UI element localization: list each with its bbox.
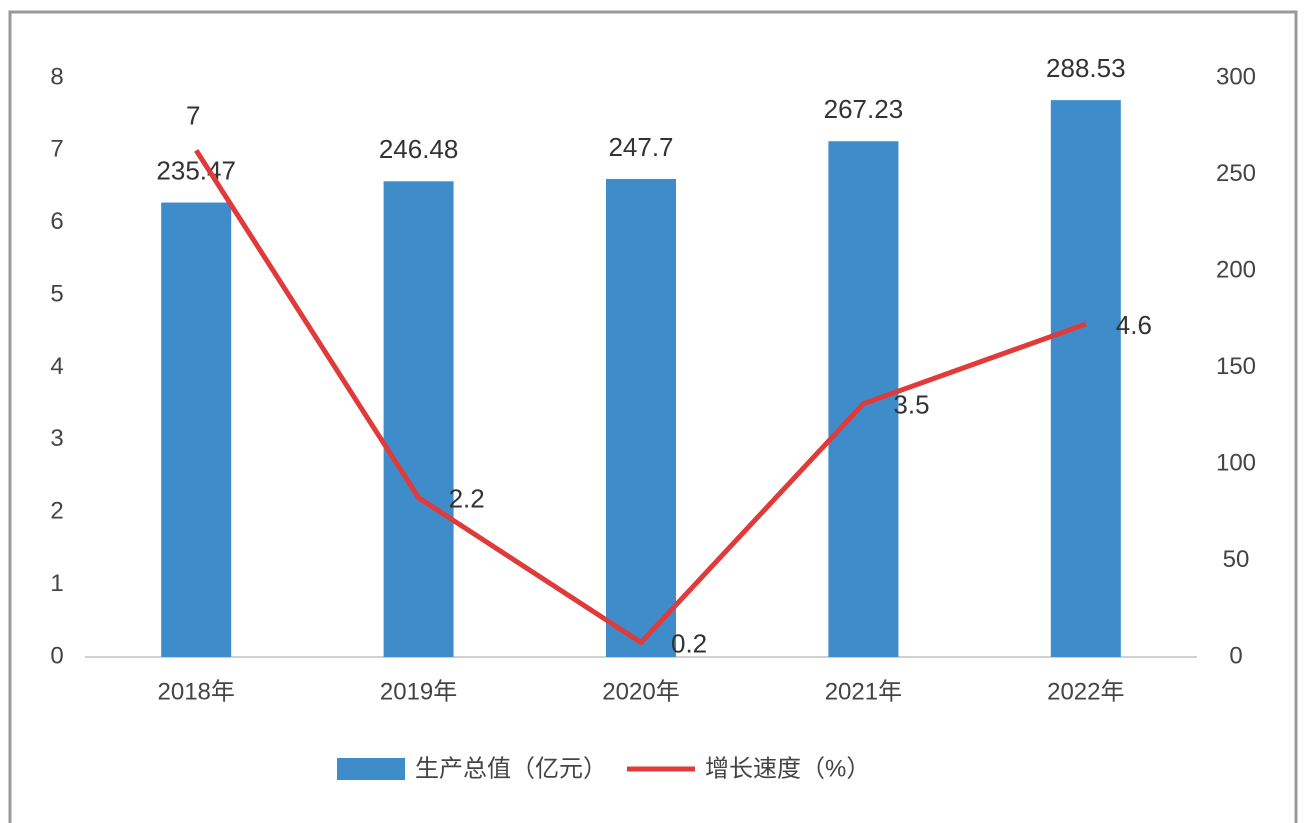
y2-tick-label: 50 [1223,546,1250,573]
y2-tick-label: 100 [1216,449,1256,476]
line-value-label: 2.2 [449,484,485,514]
bar-value-label: 267.23 [824,94,904,124]
bar-value-label: 288.53 [1046,53,1126,83]
legend: 生产总值（亿元） 增长速度（%） [337,755,870,782]
line-value-label: 3.5 [893,390,929,420]
y-tick-label: 7 [50,136,63,163]
line-value-label: 0.2 [671,628,707,658]
line-value-label: 7 [186,100,200,130]
x-tick-label: 2021年 [825,678,902,705]
y2-tick-label: 150 [1216,353,1256,380]
x-tick-label: 2022年 [1047,678,1124,705]
y-tick-label: 2 [50,498,63,525]
bar [383,181,454,658]
y-tick-label: 4 [50,353,63,380]
y-tick-label: 3 [50,425,63,452]
chart-frame [8,10,1298,823]
line [194,149,1087,646]
bar [161,202,232,657]
legend-swatch [337,758,405,780]
line-value-label: 4.6 [1116,310,1152,340]
bar-value-label: 247.7 [608,132,673,162]
y-tick-label: 0 [50,642,63,669]
legend-label: 生产总值（亿元） [415,755,607,782]
y-tick-label: 8 [50,63,63,90]
x-tick-label: 2020年 [602,678,679,705]
bar [828,141,899,657]
y-tick-label: 6 [50,208,63,235]
bar-value-label: 235.47 [156,155,236,185]
bar [1050,100,1121,658]
x-tick-label: 2019年 [380,678,457,705]
bar [606,178,676,657]
y-tick-label: 5 [50,280,63,307]
y-tick-label: 1 [50,570,63,597]
legend-label: 增长速度（%） [705,755,870,782]
y2-tick-label: 200 [1216,256,1256,283]
x-tick-label: 2018年 [158,678,235,705]
y2-tick-label: 300 [1216,63,1256,90]
bar-value-label: 246.48 [379,134,459,164]
y2-tick-label: 250 [1216,160,1256,187]
y2-tick-label: 0 [1229,642,1242,669]
